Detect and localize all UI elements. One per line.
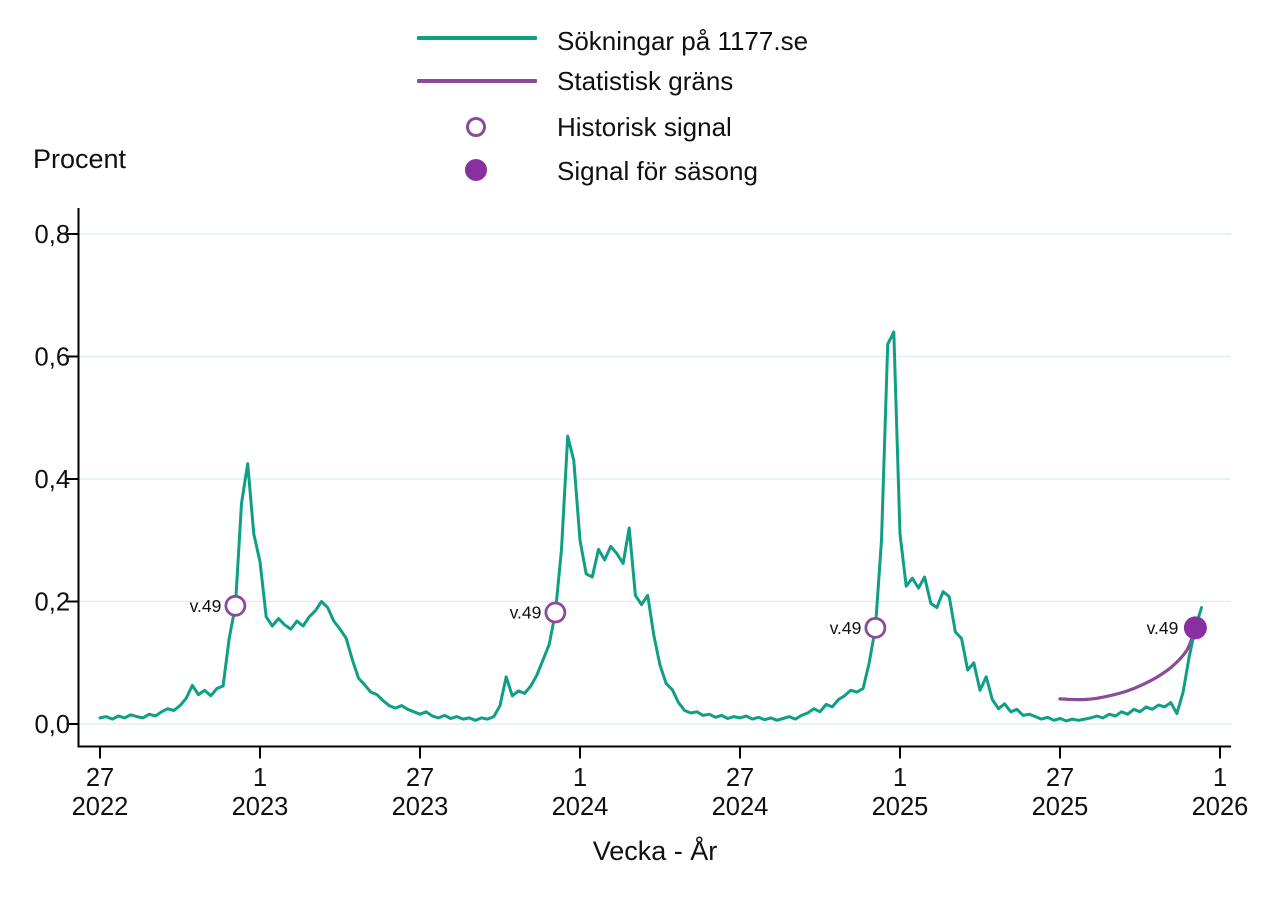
x-tick-year-label: 2023 <box>392 793 449 821</box>
legend-line-searches-icon <box>417 36 537 40</box>
signal-week-annotation: v.49 <box>190 596 222 616</box>
x-tick-year-label: 2024 <box>712 793 769 821</box>
x-tick-week-label: 27 <box>1046 764 1074 792</box>
y-tick-label: 0,0 <box>35 711 70 739</box>
x-tick-week-label: 1 <box>573 764 587 792</box>
legend-filled-circle-icon <box>465 159 487 181</box>
x-tick-year-label: 2025 <box>1032 793 1089 821</box>
legend-label-threshold: Statistisk gräns <box>557 66 734 96</box>
signal-week-annotation: v.49 <box>830 618 862 638</box>
y-tick-label: 0,6 <box>35 344 70 372</box>
x-tick-year-label: 2022 <box>72 793 129 821</box>
y-tick-label: 0,2 <box>35 589 70 617</box>
x-tick-week-label: 1 <box>253 764 267 792</box>
legend-open-circle-icon <box>466 117 486 137</box>
legend-label-searches: Sökningar på 1177.se <box>557 26 809 56</box>
season-signal-marker <box>1183 616 1207 640</box>
threshold-curve <box>1058 626 1197 702</box>
x-tick-week-label: 27 <box>726 764 754 792</box>
signal-week-annotation: v.49 <box>1147 618 1179 638</box>
historical-signal-marker <box>864 616 887 639</box>
x-tick-year-label: 2025 <box>872 793 929 821</box>
historical-signal-marker <box>224 594 247 617</box>
x-axis-title: Vecka - År <box>592 836 718 866</box>
legend-line-threshold-icon <box>417 79 537 83</box>
x-tick-year-label: 2023 <box>232 793 289 821</box>
signal-week-annotation: v.49 <box>510 603 542 623</box>
x-tick-week-label: 27 <box>406 764 434 792</box>
y-tick-label: 0,8 <box>35 221 70 249</box>
searches-series-line <box>98 330 1203 723</box>
historical-signal-marker <box>544 601 567 624</box>
legend-label-historical-signal: Historisk signal <box>557 112 732 142</box>
x-tick-week-label: 1 <box>1213 764 1227 792</box>
x-tick-week-label: 1 <box>893 764 907 792</box>
x-tick-year-label: 2026 <box>1192 793 1249 821</box>
y-axis-title: Procent <box>33 144 127 174</box>
y-tick-label: 0,4 <box>35 466 70 494</box>
x-tick-week-label: 27 <box>86 764 114 792</box>
legend-label-season-signal: Signal för säsong <box>557 156 758 186</box>
x-tick-year-label: 2024 <box>552 793 609 821</box>
